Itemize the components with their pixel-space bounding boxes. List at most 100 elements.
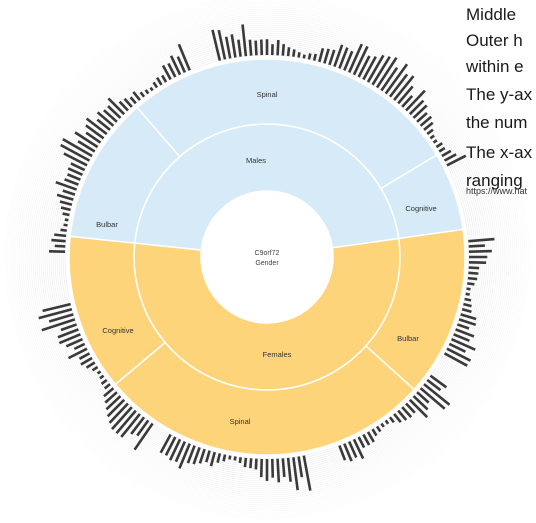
sunburst-labels: Spinal Cognitive Bulbar Spinal Cognitive Bulb… [96, 90, 436, 426]
histogram-bar [167, 62, 177, 78]
histogram-bar [441, 149, 452, 158]
histogram-bar [111, 406, 133, 431]
grid-circle [16, 6, 518, 508]
histogram-bar [224, 36, 232, 59]
histogram-bar [254, 40, 258, 56]
histogram-bar [96, 111, 115, 127]
grid-circle [20, 10, 514, 504]
histogram-bar [159, 433, 172, 454]
histogram-bar [276, 39, 280, 56]
histogram-bar [48, 313, 74, 323]
histogram-bar [463, 302, 472, 308]
histogram-bar [357, 55, 371, 78]
histogram-bar [432, 139, 438, 144]
histogram-bar [435, 142, 443, 149]
histogram-bar [136, 419, 150, 437]
histogram-bar [384, 419, 390, 425]
histogram-bar [465, 292, 470, 296]
histogram-bar [412, 395, 429, 411]
histogram-bar [105, 395, 122, 411]
histogram-bar [405, 89, 426, 112]
histogram-bar [64, 178, 79, 186]
histogram-bar [155, 76, 163, 86]
histogram-bar [312, 53, 318, 61]
grid-circle [42, 32, 492, 482]
grid-circle [36, 26, 498, 488]
histogram-bar [63, 152, 88, 167]
side-text-line-5: the num [466, 113, 528, 132]
histogram-bar [467, 282, 475, 286]
histogram-bar [281, 44, 286, 56]
histogram-bar [103, 109, 118, 123]
histogram-bar [144, 89, 150, 95]
histogram-bar [85, 361, 96, 369]
histogram-bar [129, 96, 137, 105]
histogram-bar [254, 458, 258, 470]
outer-label-cognitive: Cognitive [102, 326, 133, 335]
histogram-bar [149, 86, 154, 92]
histogram-bar [333, 44, 344, 68]
center-label-line-2: Gender [255, 260, 279, 267]
grid-circle [12, 2, 522, 512]
histogram-bar [388, 416, 395, 424]
histogram-bar [393, 413, 402, 424]
histogram-bar [460, 313, 477, 321]
histogram-bar [419, 115, 433, 127]
histogram-bar [63, 223, 68, 227]
histogram-bar [461, 308, 472, 314]
histogram-bar [216, 453, 222, 464]
histogram-bar [238, 457, 242, 464]
histogram-bar [132, 91, 141, 101]
histogram-bar [338, 47, 349, 69]
histogram-bar [55, 180, 78, 191]
grid-circle [18, 8, 516, 506]
side-text-line-4: The y-ax [466, 85, 533, 104]
histogram-bar [397, 409, 408, 421]
histogram-bar [419, 387, 446, 410]
histogram-bar [139, 91, 146, 98]
histogram-bar [468, 237, 495, 243]
histogram-bar [243, 457, 248, 468]
grid-circle [28, 18, 506, 496]
histogram-bar [108, 402, 129, 424]
histogram-bar [65, 337, 83, 348]
histogram-bar [70, 162, 86, 172]
histogram-bar [209, 451, 216, 467]
histogram-bar [91, 365, 99, 372]
histogram-bar [198, 448, 206, 464]
histogram-bar [468, 266, 480, 270]
histogram-bar [423, 121, 434, 131]
histogram-bar [57, 328, 79, 339]
side-text-line-7: ranging [466, 171, 523, 190]
histogram-bar [123, 97, 133, 108]
outer-label-bulbar: Bulbar [96, 220, 118, 229]
histogram-bar [222, 454, 227, 462]
histogram-bar [429, 134, 435, 140]
inner-label-females: Females [263, 350, 292, 359]
histogram-bar [248, 39, 253, 56]
histogram-bar [60, 228, 67, 232]
histogram-bar [118, 100, 129, 112]
histogram-bar [60, 323, 78, 332]
histogram-bar [451, 337, 476, 351]
histogram-bar [362, 433, 371, 446]
histogram-bar [192, 446, 201, 465]
histogram-bar [62, 138, 93, 158]
histogram-bar [54, 244, 66, 248]
histogram-bar [281, 458, 286, 478]
histogram-bar [96, 370, 102, 375]
histogram-bar [67, 347, 88, 360]
histogram-bar [352, 45, 369, 76]
histogram-bar [408, 398, 429, 419]
histogram-bar [347, 441, 358, 459]
histogram-bars [38, 24, 495, 491]
histogram-bar [438, 146, 446, 153]
grid-circle [22, 12, 512, 502]
histogram-bar [169, 55, 182, 76]
histogram-bar [230, 34, 237, 58]
histogram-bar [446, 154, 467, 167]
outer-label-bulbar: Bulbar [397, 334, 419, 343]
histogram-bar [38, 308, 73, 320]
histogram-bar [347, 43, 363, 73]
histogram-bar [343, 50, 354, 71]
